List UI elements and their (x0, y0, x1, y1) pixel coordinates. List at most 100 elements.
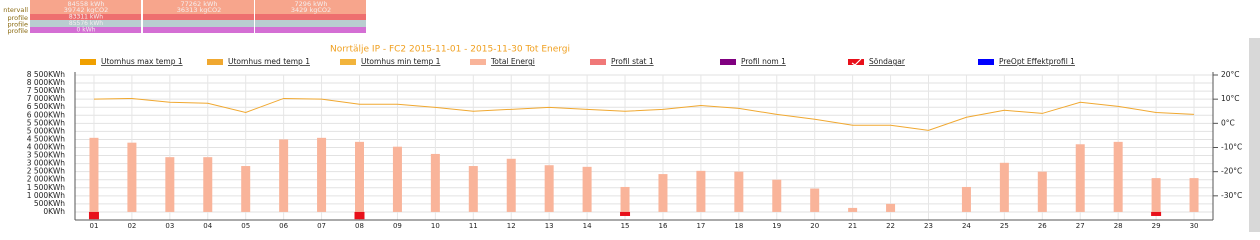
bar (734, 171, 744, 212)
legend-swatch (207, 59, 223, 65)
cell (143, 14, 254, 20)
x-tick-label: 06 (279, 222, 288, 230)
x-tick-label: 07 (317, 222, 326, 230)
bar (1037, 171, 1047, 212)
cell-text: 84558 kWh (67, 0, 104, 8)
cell-text: 3429 kgCO2 (291, 6, 331, 14)
bar (1075, 144, 1085, 212)
row-label: ntervall (3, 6, 28, 14)
legend-check (851, 58, 862, 66)
bar (89, 137, 99, 212)
y-tick-label: 8 500KWh (27, 70, 66, 79)
cell-bg (30, 20, 141, 27)
sunday-bar (1151, 211, 1162, 216)
row-label: profile (7, 21, 28, 29)
x-tick-label: 09 (393, 222, 402, 230)
y-tick-label: 5 000KWh (27, 126, 66, 135)
cell-bg (143, 20, 254, 27)
y-tick-label: 4 000KWh (27, 143, 66, 152)
bar (620, 186, 630, 212)
bar (961, 186, 971, 212)
x-tick-label: 24 (962, 222, 971, 230)
cell-bg (30, 14, 141, 20)
y-tick-label: 8 000KWh (27, 78, 66, 87)
y-tick-label: 4 500KWh (27, 134, 66, 143)
y-tick-label: 2 500KWh (27, 167, 66, 176)
bar (696, 170, 706, 212)
y2-tick-label: -10°C (1221, 143, 1242, 152)
cell: 0 kWh (30, 27, 141, 34)
cell-bg (30, 0, 141, 14)
bar (999, 162, 1009, 212)
bar (1151, 178, 1161, 212)
cell-bg (143, 27, 254, 33)
chart-title: Norrtälje IP - FC2 2015-11-01 - 2015-11-… (330, 45, 570, 55)
x-tick-label: 23 (924, 222, 933, 230)
x-tick-label: 13 (545, 222, 554, 230)
bar (810, 188, 820, 212)
bar (1113, 141, 1123, 212)
cell-text: 83311 kWh (69, 14, 103, 21)
screen: Norrtälje IP - FC2 2015-11-01 - 2015-11-… (3, 0, 1260, 232)
legend-label: PreOpt Effektprofil 1 (999, 57, 1075, 66)
legend-label: Profil stat 1 (611, 57, 654, 66)
legend-label: Profil nom 1 (741, 57, 786, 66)
cell-bg (255, 14, 366, 20)
cell-text: 7296 kWh (295, 0, 328, 8)
legend-label: Utomhus med temp 1 (228, 57, 310, 66)
cell (255, 14, 366, 20)
x-tick-label: 17 (696, 222, 705, 230)
x-tick-label: 10 (431, 222, 440, 230)
bar (203, 157, 213, 212)
cell (143, 27, 254, 33)
bar (658, 174, 668, 212)
x-tick-label: 03 (165, 222, 174, 230)
bar (279, 139, 289, 212)
legend-swatch (590, 59, 606, 65)
legend-swatch (978, 59, 994, 65)
bar (772, 179, 782, 212)
legend-swatch (340, 59, 356, 65)
row-label: profile (7, 14, 28, 22)
y-tick-label: 500KWh (34, 199, 65, 208)
legend-label: Total Energi (490, 57, 535, 66)
y2-tick-label: 10°C (1221, 94, 1240, 103)
x-tick-label: 29 (1152, 222, 1161, 230)
cell-bg (255, 20, 366, 27)
cell (255, 27, 366, 33)
sunday-bar (88, 211, 99, 220)
bar (1189, 178, 1199, 212)
cell: 85576 kWh (30, 20, 141, 27)
y-tick-label: 7 500KWh (27, 86, 66, 95)
cell-text: 36313 kgCO2 (177, 6, 221, 14)
cell (143, 20, 254, 27)
cell (255, 20, 366, 27)
bar (430, 153, 440, 212)
y-tick-label: 5 500KWh (27, 118, 66, 127)
bar (241, 166, 251, 212)
bar (886, 203, 896, 212)
x-tick-label: 02 (127, 222, 136, 230)
x-tick-label: 25 (1000, 222, 1009, 230)
x-tick-label: 21 (848, 222, 857, 230)
y-tick-label: 0KWh (43, 207, 65, 216)
temp-line (93, 97, 1195, 131)
y-tick-label: 3 000KWh (27, 159, 66, 168)
cell-text: 77262 kWh (180, 0, 217, 8)
bar (848, 207, 858, 212)
legend-label: Utomhus min temp 1 (361, 57, 441, 66)
x-tick-label: 20 (810, 222, 819, 230)
bar (506, 158, 516, 212)
scrollbar (1249, 38, 1260, 232)
x-tick-label: 14 (583, 222, 592, 230)
x-tick-label: 08 (355, 222, 364, 230)
x-tick-label: 18 (734, 222, 743, 230)
cell-text: 85576 kWh (69, 20, 103, 27)
bar (355, 141, 364, 212)
y-tick-label: 6 500KWh (27, 102, 66, 111)
bar (392, 146, 402, 212)
y-tick-label: 1 000KWh (27, 191, 66, 200)
cell-bg (255, 0, 366, 14)
cell: 83311 kWh (30, 14, 141, 21)
